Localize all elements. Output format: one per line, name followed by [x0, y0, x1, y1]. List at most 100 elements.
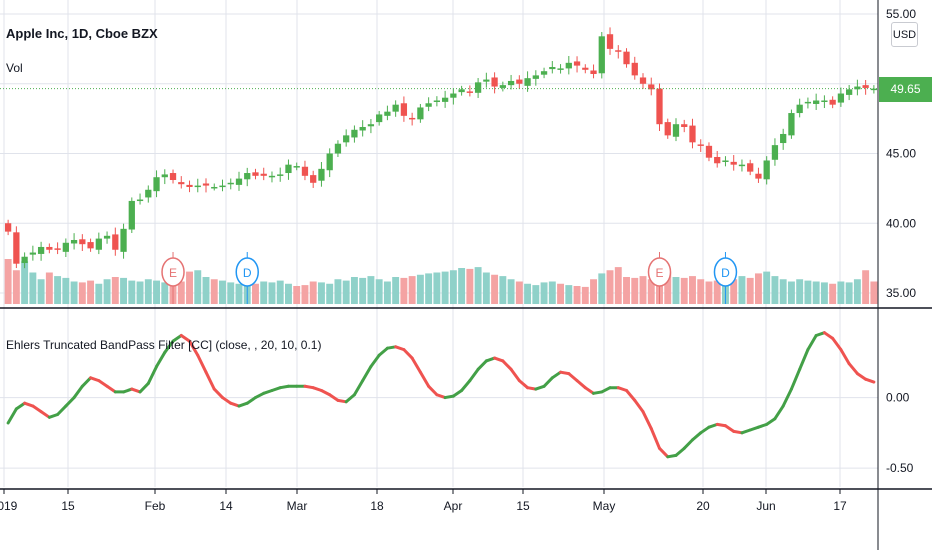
currency-button[interactable]: USD — [891, 22, 918, 47]
bandpass-segment — [97, 379, 109, 388]
volume-bar — [540, 282, 548, 304]
candle-body — [202, 183, 210, 186]
symbol-title[interactable]: Apple Inc, 1D, Cboe BZX — [6, 26, 158, 41]
volume-bar — [870, 281, 878, 304]
bandpass-segment — [633, 398, 645, 414]
volume-bar — [754, 273, 762, 304]
candle-body — [450, 93, 457, 98]
candle-body — [557, 68, 564, 70]
bandpass-segment — [789, 367, 802, 391]
volume-bar — [293, 286, 301, 304]
bandpass-segment — [864, 377, 876, 384]
bandpass-segment — [765, 417, 777, 426]
candle-body — [244, 173, 251, 180]
bandpass-segment — [658, 446, 670, 459]
bandpass-segment — [690, 431, 703, 442]
bandpass-segment — [847, 362, 859, 376]
volume-bar — [128, 280, 136, 304]
price-tick-label: 55.00 — [886, 7, 916, 21]
candle-body — [367, 124, 375, 127]
bandpass-segment — [674, 446, 686, 457]
volume-bar — [771, 276, 779, 304]
candle-body — [268, 175, 276, 178]
volume-bar — [705, 281, 713, 304]
volume-bar — [416, 274, 424, 304]
candle-body — [79, 239, 86, 245]
earnings-marker[interactable] — [161, 257, 185, 287]
volume-bar — [301, 285, 309, 304]
bandpass-segment — [773, 404, 785, 421]
candle-body — [722, 160, 729, 162]
candle-body — [194, 185, 201, 188]
candle-body — [689, 125, 696, 143]
earnings-marker-label: E — [655, 266, 663, 280]
candle-body — [516, 79, 523, 84]
volume-bar — [449, 270, 457, 304]
candle-body — [343, 135, 350, 143]
candle-body — [714, 156, 721, 164]
candle-body — [112, 234, 119, 250]
volume-bar — [845, 282, 853, 304]
volume-bar — [738, 276, 746, 304]
indicator-tick-label: 0.00 — [886, 391, 910, 405]
volume-bar — [375, 279, 383, 304]
candle-body — [474, 82, 482, 93]
volume-bar — [689, 276, 696, 304]
volume-bar — [581, 286, 589, 304]
volume-bar — [87, 280, 95, 304]
candle-body — [277, 174, 284, 176]
candle-body — [433, 100, 441, 102]
volume-bar — [590, 279, 598, 304]
indicator-title[interactable]: Ehlers Truncated BandPass Filter [CC] (c… — [6, 338, 322, 352]
volume-bar — [672, 277, 680, 304]
volume-bar — [144, 279, 152, 304]
volume-bar — [202, 277, 210, 304]
volume-bar — [474, 267, 482, 304]
axes: 55.0050.0045.0040.0035.000.00-0.50201915… — [0, 7, 916, 513]
candle-body — [829, 99, 836, 105]
candle-body — [788, 113, 795, 136]
volume-bar — [252, 283, 259, 304]
earnings-marker[interactable] — [647, 257, 672, 287]
bandpass-segment — [806, 334, 818, 352]
candle-body — [730, 161, 737, 165]
bandpass-segment — [798, 348, 810, 371]
candle-body — [466, 91, 473, 93]
volume-bar — [433, 272, 441, 304]
candle-body — [285, 164, 292, 174]
volume-bar — [136, 281, 144, 304]
dividend-marker-label: D — [243, 266, 252, 280]
volume-bar — [631, 277, 639, 304]
candle-body — [854, 86, 861, 90]
candle-body — [664, 122, 671, 136]
volume-bar — [29, 272, 37, 304]
candle-body — [738, 164, 746, 167]
volume-bar — [367, 276, 375, 304]
candle-body — [301, 166, 309, 176]
bandpass-segment — [56, 404, 68, 416]
bandpass-segment — [72, 384, 84, 400]
bandpass-segment — [723, 424, 736, 433]
volume-bar — [532, 285, 540, 304]
candle-body — [145, 189, 152, 198]
candle-body — [483, 79, 490, 82]
dividend-marker[interactable] — [235, 257, 259, 287]
bandpass-segment — [253, 391, 266, 400]
volume-bar — [186, 271, 193, 304]
bandpass-segment — [451, 389, 464, 398]
volume-bar — [227, 282, 235, 304]
candle-body — [318, 168, 325, 181]
dividend-marker[interactable] — [713, 257, 738, 287]
volume-bar — [103, 279, 111, 304]
volume-bar — [524, 283, 532, 304]
bandpass-segment — [352, 379, 365, 397]
bandpass-segment — [171, 334, 183, 343]
candle-body — [211, 186, 218, 189]
volume-label[interactable]: Vol — [6, 61, 23, 75]
volume-bar — [342, 280, 350, 304]
volume-bar — [730, 279, 738, 304]
candle-body — [334, 143, 342, 154]
candle-body — [540, 71, 548, 75]
